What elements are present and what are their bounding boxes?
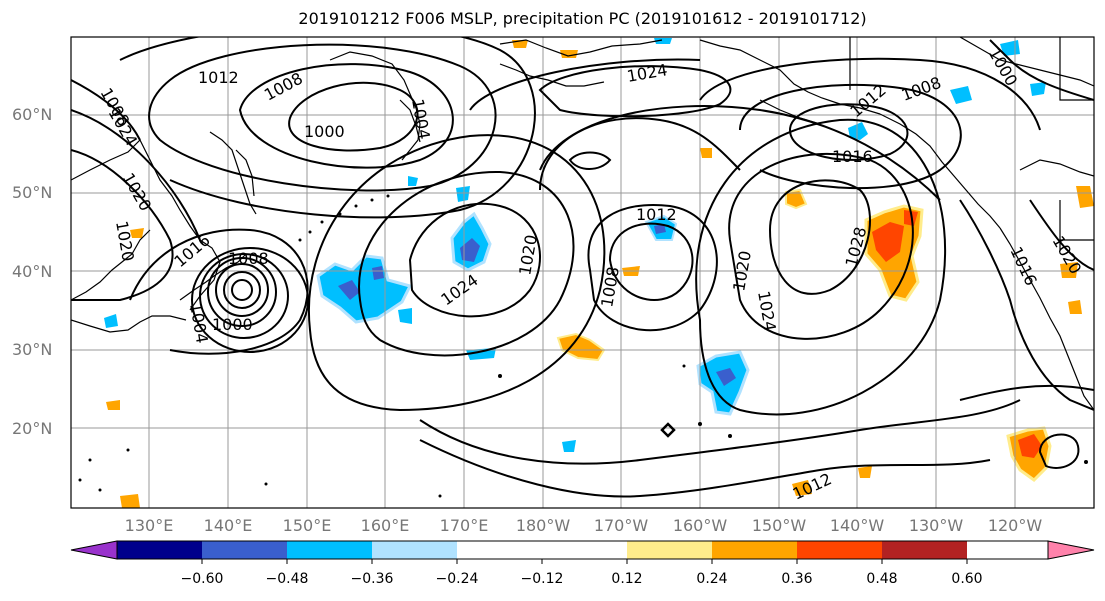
colorbar-tick: 0.48 <box>866 571 897 587</box>
lon-label: 150°W <box>752 516 807 535</box>
colorbar-swatch <box>712 541 797 559</box>
colorbar-swatch <box>117 541 202 559</box>
colorbar-swatch <box>457 541 542 559</box>
colorbar-tick: 0.12 <box>611 571 642 587</box>
colorbar-swatch <box>882 541 967 559</box>
lon-label: 140°W <box>830 516 885 535</box>
lat-label: 60°N <box>12 105 52 124</box>
colorbar-swatch <box>287 541 372 559</box>
lon-label: 160°E <box>361 516 410 535</box>
colorbar-swatch <box>372 541 457 559</box>
lon-label: 130°E <box>125 516 174 535</box>
colorbar-extend-high <box>1047 540 1095 560</box>
lat-label: 20°N <box>12 419 52 438</box>
colorbar-extend-low <box>70 540 118 560</box>
lat-label: 40°N <box>12 262 52 281</box>
lon-label: 180°W <box>516 516 571 535</box>
colorbar-swatch <box>202 541 287 559</box>
lat-label: 30°N <box>12 340 52 359</box>
lon-label: 150°E <box>283 516 332 535</box>
island-marker <box>660 422 676 438</box>
colorbar-tick: 0.36 <box>781 571 812 587</box>
colorbar-swatch <box>797 541 882 559</box>
lon-label: 140°E <box>204 516 253 535</box>
isobar-label: 1000 <box>212 315 253 334</box>
isobar-label: 1012 <box>198 68 239 87</box>
lat-labels: 60°N 50°N 40°N 30°N 20°N <box>12 105 52 438</box>
colorbar-tick: −0.24 <box>436 571 479 587</box>
colorbar-tick: −0.60 <box>181 571 224 587</box>
map-frame <box>70 36 1095 509</box>
isobar-label: 1012 <box>636 205 677 224</box>
map-area <box>71 37 1094 508</box>
plot-title: 2019101212 F006 MSLP, precipitation PC (… <box>298 9 867 28</box>
lon-label: 170°E <box>440 516 489 535</box>
colorbar-tick: −0.36 <box>351 571 394 587</box>
isobars <box>71 37 1094 498</box>
colorbar-swatch <box>627 541 712 559</box>
colorbar-tick: −0.12 <box>521 571 564 587</box>
colorbar-tick: 0.60 <box>951 571 982 587</box>
isobar-label: 1000 <box>304 122 345 141</box>
lon-labels: 130°E 140°E 150°E 160°E 170°E 180°W 170°… <box>125 516 1043 535</box>
colorbar-tick: 0.24 <box>696 571 727 587</box>
precip-shading <box>104 38 1094 508</box>
lon-label: 130°W <box>909 516 964 535</box>
isobar-label: 1016 <box>832 147 873 166</box>
lon-label: 170°W <box>594 516 649 535</box>
colorbar: −0.60 −0.48 −0.36 −0.24 −0.12 0.12 0.24 … <box>70 540 1095 587</box>
isobar-label: 1008 <box>228 249 269 268</box>
colorbar-tick: −0.48 <box>266 571 309 587</box>
lat-label: 50°N <box>12 183 52 202</box>
coastlines <box>71 37 1094 411</box>
island-dots <box>78 194 1088 498</box>
colorbar-swatch <box>542 541 627 559</box>
lon-label: 120°W <box>988 516 1043 535</box>
lon-label: 160°W <box>673 516 728 535</box>
